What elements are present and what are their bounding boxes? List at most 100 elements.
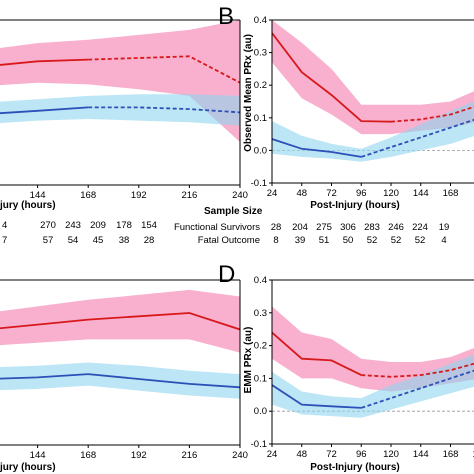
x-tick-label-a-0: 144 xyxy=(30,190,46,201)
x-tick-label-b-4: 120 xyxy=(383,188,399,199)
ci-band-c-1 xyxy=(0,362,240,399)
series-dashed-b-0 xyxy=(390,105,474,123)
ss-left-row1-1: 270 xyxy=(40,220,56,231)
x-tick-label-d-1: 48 xyxy=(296,449,307,460)
ci-band-b-1 xyxy=(272,100,474,162)
ss-left-row2-2: 54 xyxy=(68,235,79,246)
x-tick-label-d-7: 192 xyxy=(472,449,474,460)
x-tick-label-b-0: 24 xyxy=(267,188,278,199)
series-line-c-1 xyxy=(0,373,240,389)
ss-right-row1-4: 283 xyxy=(364,222,380,233)
x-tick-label-a-3: 216 xyxy=(181,190,197,201)
y-axis-label-b: Observed Mean PRx (au) xyxy=(243,34,254,152)
ss-left-row2-3: 45 xyxy=(93,235,104,246)
x-tick-label-d-6: 168 xyxy=(443,449,459,460)
series-dashed-d-1 xyxy=(361,369,474,409)
ss-right-row2-1: 39 xyxy=(295,235,306,246)
x-tick-label-c-3: 216 xyxy=(181,450,197,461)
x-tick-label-a-2: 192 xyxy=(131,190,147,201)
ss-right-row1-3: 306 xyxy=(340,222,356,233)
x-axis-label-b: Post-Injury (hours) xyxy=(310,200,399,211)
ss-left-row1-2: 243 xyxy=(65,220,81,231)
ss-right-row1-5: 246 xyxy=(388,222,404,233)
x-axis-label-c: jury (hours) xyxy=(0,462,56,473)
ci-band-a-0 xyxy=(0,20,240,143)
ss-right-row2-7: 4 xyxy=(441,235,446,246)
series-dashed-a-1 xyxy=(88,106,240,114)
x-tick-label-b-3: 96 xyxy=(356,188,367,199)
ci-band-d-0 xyxy=(272,306,474,392)
x-tick-label-c-4: 240 xyxy=(232,450,248,461)
ss-right-row2-4: 52 xyxy=(367,235,378,246)
panel-d: D 24 48 72 96 120 144 168 192 0.4 0.3 0.2 0.1 0.0 -0.… xyxy=(218,261,474,473)
y-tick-label-d-5: -0.1 xyxy=(251,439,267,450)
x-tick-label-b-5: 144 xyxy=(413,188,429,199)
sample-size-table: Sample Size Functional Survivors Fatal O… xyxy=(2,206,449,246)
y-tick-label-b-1: 0.3 xyxy=(254,48,267,59)
panel-a: 144 168 192 216 240 jury (hours) xyxy=(0,19,248,211)
ss-left-row2-0: 7 xyxy=(2,235,7,246)
plot-clip-b xyxy=(272,20,474,162)
plot-area-a xyxy=(0,19,241,186)
y-tick-label-d-4: 0.0 xyxy=(254,406,267,417)
plot-clip-d xyxy=(272,306,474,418)
panel-letter-d: D xyxy=(218,261,235,288)
y-tick-label-d-3: 0.1 xyxy=(254,373,267,384)
ss-left-row2-4: 38 xyxy=(119,235,130,246)
x-tick-label-b-2: 72 xyxy=(326,188,337,199)
x-ticks-c: 144 168 192 216 240 xyxy=(30,445,248,461)
ss-left-row1-3: 209 xyxy=(90,220,106,231)
series-line-d-1 xyxy=(272,384,362,409)
ss-left-row1-0: 4 xyxy=(2,220,7,231)
y-tick-label-b-0: 0.4 xyxy=(254,15,267,26)
ci-band-b-0 xyxy=(272,20,474,135)
x-tick-label-d-3: 96 xyxy=(356,449,367,460)
plot-clip-a xyxy=(0,20,240,143)
ci-band-c-0 xyxy=(0,289,240,353)
x-tick-label-d-4: 120 xyxy=(383,449,399,460)
x-axis-label-d: Post-Injury (hours) xyxy=(310,462,399,473)
ss-right-row1-6: 224 xyxy=(412,222,428,233)
panel-c: 144 168 192 216 240 jury (hours) xyxy=(0,279,248,473)
x-tick-label-b-1: 48 xyxy=(296,188,307,199)
ci-band-a-1 xyxy=(0,94,240,126)
row-label-fatal: Fatal Outcome xyxy=(198,235,260,246)
ss-right-row2-6: 52 xyxy=(415,235,426,246)
y-tick-label-d-0: 0.4 xyxy=(254,275,267,286)
x-tick-label-c-0: 144 xyxy=(30,450,46,461)
ss-left-row1-4: 178 xyxy=(116,220,132,231)
series-line-b-1 xyxy=(272,138,362,158)
ss-right-row1-0: 28 xyxy=(271,222,282,233)
x-tick-label-b-6: 168 xyxy=(443,188,459,199)
ss-right-row1-1: 204 xyxy=(292,222,308,233)
ss-left-row1-5: 154 xyxy=(141,220,157,231)
plot-area-b xyxy=(271,19,474,184)
ss-right-row1-2: 275 xyxy=(316,222,332,233)
y-axis-label-d: EMM PRx (au) xyxy=(243,327,254,394)
y-tick-label-d-1: 0.3 xyxy=(254,308,267,319)
sample-size-cells: 4 270 243 209 178 154 28 204 275 306 283 246 224 19 7 5… xyxy=(2,220,449,246)
ss-right-row2-3: 50 xyxy=(343,235,354,246)
y-tick-label-d-2: 0.2 xyxy=(254,341,267,352)
plot-area-c xyxy=(0,279,241,446)
y-tick-label-b-4: 0.0 xyxy=(254,145,267,156)
ss-left-row2-5: 28 xyxy=(144,235,155,246)
x-tick-label-d-0: 24 xyxy=(267,449,278,460)
x-axis-label-a: jury (hours) xyxy=(0,200,56,211)
axis-ticks-d: 24 48 72 96 120 144 168 192 0.4 0.3 0.2 0.1 0.0 -0.1 xyxy=(251,275,474,460)
row-label-functional: Functional Survivors xyxy=(174,222,260,233)
x-tick-label-a-4: 240 xyxy=(232,190,248,201)
panel-b: B 24487296120144168190.40.30.20.10.0-0.1… xyxy=(218,3,474,211)
y-tick-label-b-3: 0.1 xyxy=(254,113,267,124)
series-dashed-b-1 xyxy=(361,118,474,158)
x-tick-label-c-2: 192 xyxy=(131,450,147,461)
y-tick-label-b-2: 0.2 xyxy=(254,80,267,91)
panel-letter-b: B xyxy=(218,3,234,30)
series-line-c-0 xyxy=(0,312,240,331)
ss-right-row2-2: 51 xyxy=(319,235,330,246)
plot-area-d xyxy=(271,279,474,445)
x-tick-label-c-1: 168 xyxy=(80,450,96,461)
x-tick-label-a-1: 168 xyxy=(80,190,96,201)
x-tick-label-d-5: 144 xyxy=(413,449,429,460)
